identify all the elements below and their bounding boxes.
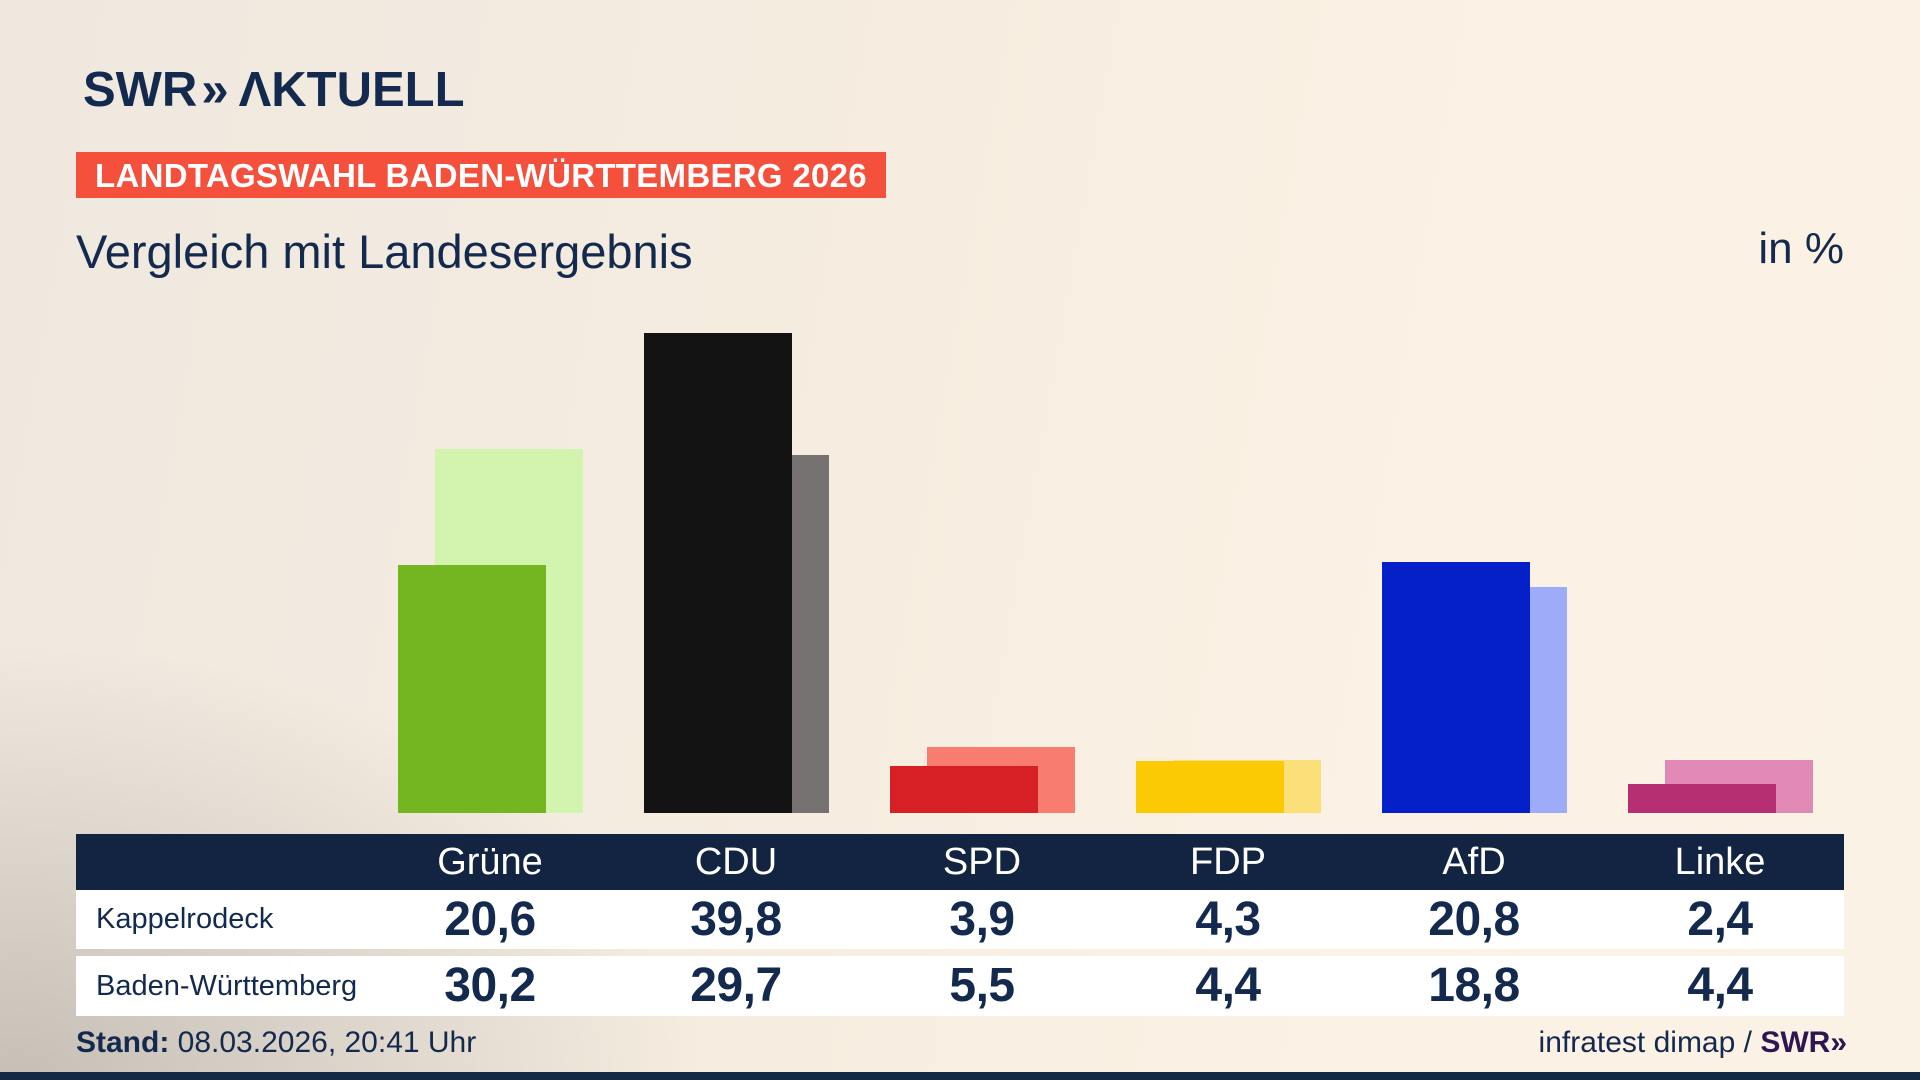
source-line: infratest dimap / SWR» [1538,1026,1847,1060]
column-header-spd: SPD [942,841,1022,883]
bar-kappelrodeck-cdu [644,333,792,813]
source-text: infratest dimap / [1538,1026,1761,1059]
logo-chevron-icon: » [201,63,228,117]
bar-kappelrodeck-fdp [1136,761,1284,813]
table-row-kappelrodeck: 20,6 39,8 3,9 4,3 20,8 2,4 Kappelrodeck [76,890,1844,949]
chart-title: Vergleich mit Landesergebnis [76,225,693,278]
value-baden-w-rttemberg-cdu: 29,7 [690,959,782,1012]
value-baden-w-rttemberg-gruene: 30,2 [444,959,536,1012]
logo-swr-text: SWR [83,63,198,117]
source-swr-brand: SWR» [1760,1026,1847,1059]
column-header-fdp: FDP [1190,841,1266,883]
column-header-afd: AfD [1442,841,1506,883]
table-row-baden-wuerttemberg: 30,2 29,7 5,5 4,4 18,8 4,4 Baden-Württemberg [76,956,1844,1016]
bar-kappelrodeck-spd [890,766,1038,813]
value-baden-w-rttemberg-linke: 4,4 [1687,959,1753,1012]
bar-kappelrodeck-linke [1628,784,1776,813]
swr-aktuell-logo: SWR» ΛKTUELL [83,62,465,118]
value-kappelrodeck-afd: 20,8 [1428,893,1520,946]
bottom-accent-bar [0,1072,1920,1080]
column-header-cdu: CDU [694,841,778,883]
unit-label: in % [1758,224,1844,273]
value-baden-w-rttemberg-fdp: 4,4 [1195,959,1261,1012]
column-header-gruene: Grüne [437,841,543,883]
source-chevron-icon: » [1830,1026,1847,1059]
logo-aktuell-text: ΛKTUELL [238,63,465,117]
table-header: Grüne CDU SPD FDP AfD Linke [76,834,1844,890]
value-kappelrodeck-linke: 2,4 [1687,893,1753,946]
row-label-kappelrodeck: Kappelrodeck [96,903,274,935]
value-kappelrodeck-spd: 3,9 [949,893,1015,946]
value-baden-w-rttemberg-spd: 5,5 [949,959,1015,1012]
status-line: Stand: 08.03.2026, 20:41 Uhr [76,1026,476,1060]
stand-value: 08.03.2026, 20:41 Uhr [177,1026,477,1059]
value-kappelrodeck-fdp: 4,3 [1195,893,1261,946]
source-swr-text: SWR [1760,1026,1831,1059]
bar-kappelrodeck-afd [1382,562,1530,813]
stand-label: Stand: [76,1026,170,1059]
value-kappelrodeck-gruene: 20,6 [444,893,536,946]
row-label-baden-wuerttemberg: Baden-Württemberg [96,970,358,1002]
bar-kappelrodeck-gruene [398,564,546,813]
election-badge: LANDTAGSWAHL BADEN-WÜRTTEMBERG 2026 [76,152,886,198]
column-header-linke: Linke [1674,841,1766,883]
value-kappelrodeck-cdu: 39,8 [690,893,782,946]
value-baden-w-rttemberg-afd: 18,8 [1428,959,1520,1012]
